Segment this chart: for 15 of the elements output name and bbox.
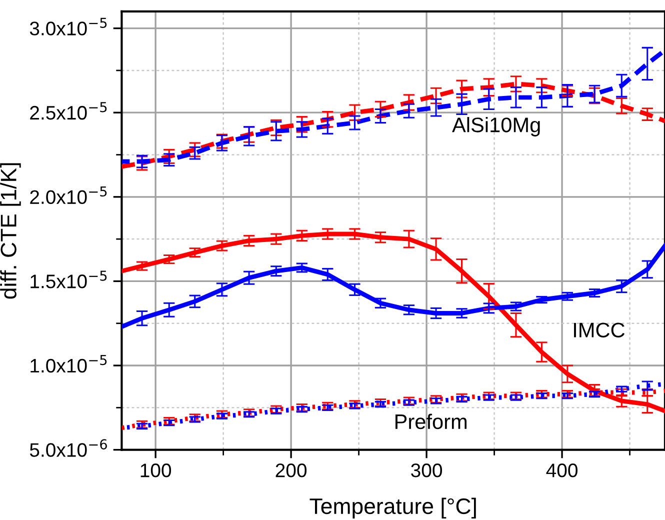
y-tick-label: 2.0x10$^{−5}$	[30, 186, 107, 204]
x-axis-title: Temperature [°C]	[310, 498, 476, 518]
x-tick-label: 400	[546, 464, 578, 478]
y-tick-label: 2.5x10$^{−5}$	[30, 102, 107, 120]
x-tick-label: 300	[411, 464, 442, 478]
annotation: IMCC	[574, 322, 625, 338]
y-tick-label: 5.0x10$^{−6}$	[30, 439, 107, 457]
y-axis-title: diff. CTE [1/K]	[0, 163, 21, 299]
x-tick-label: 100	[140, 464, 172, 478]
y-tick-label: 1.0x10$^{−5}$	[30, 355, 107, 373]
y-tick-label: 1.5x10$^{−5}$	[30, 270, 107, 288]
x-tick-label: 200	[276, 464, 307, 478]
annotation: AlSi10Mg	[452, 117, 540, 136]
y-tick-label: 3.0x10$^{−5}$	[30, 18, 107, 36]
annotation: Preform	[396, 414, 467, 430]
